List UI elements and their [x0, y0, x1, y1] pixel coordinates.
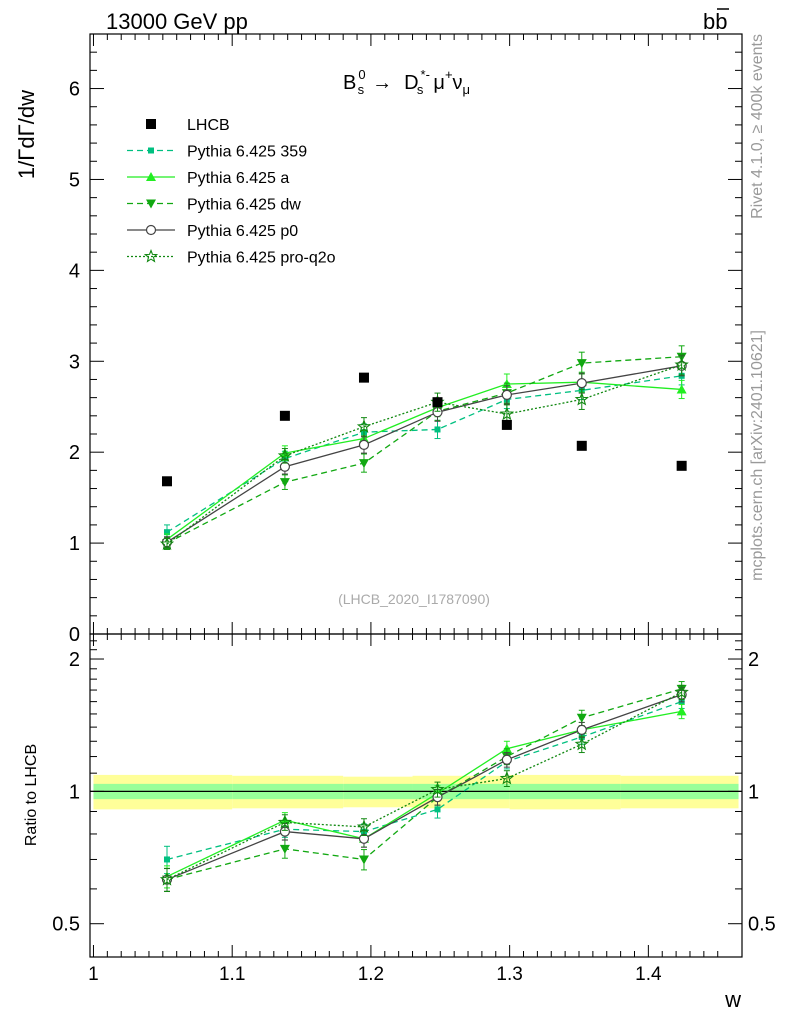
- series-2-main-point: [576, 359, 587, 369]
- series-2-ratio-point: [279, 844, 290, 854]
- series-4-main-point: [356, 419, 372, 433]
- series-4-ratio-point: [430, 781, 445, 796]
- legend-marker: [146, 119, 156, 129]
- plot-layer: 1 1.1 1.2 1.3 1.4 0 1 2 3 4 5 6 0.5 0.5 1 1 2 2: [52, 33, 776, 985]
- x-tick-label: 1.2: [358, 964, 384, 985]
- series-2-ratio-point: [576, 713, 587, 723]
- legend-label: Pythia 6.425 pro-q2o: [187, 250, 336, 267]
- x-tick-label: 1.3: [496, 964, 522, 985]
- series-4-main-point: [277, 448, 293, 462]
- data-point-lhcb: [358, 372, 369, 383]
- chart-title: B 0 s → D *-s μ+νμ: [343, 67, 470, 97]
- series-1-main-point: [676, 384, 687, 394]
- series-4-main-line: [166, 364, 682, 545]
- series-0-ratio-point: [434, 806, 441, 813]
- series-3-main-point: [576, 377, 587, 389]
- series-2-main-line: [166, 356, 682, 544]
- header-left-label: 13000 GeV pp: [106, 9, 248, 34]
- series-4-ratio-point: [277, 814, 293, 829]
- legend-label: Pythia 6.425 359: [187, 144, 307, 161]
- data-point-lhcb: [676, 460, 687, 471]
- main-y-tick-label: 6: [69, 79, 80, 101]
- ratio-y-tick-label: 2: [69, 649, 80, 671]
- data-point-lhcb: [576, 440, 587, 451]
- main-y-tick-label: 1: [69, 533, 80, 555]
- series-4-main-point: [574, 392, 589, 406]
- series-0-ratio-point: [163, 856, 170, 863]
- series-3-main-point: [501, 389, 512, 401]
- series-4-ratio-point: [499, 770, 515, 785]
- legend-label: Pythia 6.425 a: [187, 170, 289, 187]
- series-4-ratio-point: [574, 736, 589, 751]
- series-3-ratio-point: [576, 724, 587, 735]
- series-4-ratio-point: [159, 872, 175, 886]
- main-y-tick-label: 3: [69, 351, 80, 373]
- ratio-y-axis-label: Ratio to LHCB: [23, 744, 40, 846]
- series-3-main-point: [358, 439, 370, 451]
- legend-marker: [143, 248, 159, 263]
- series-4-main-point: [159, 536, 175, 551]
- series-1-ratio-point: [676, 706, 687, 716]
- rivet-version-label: Rivet 4.1.0, ≥ 400k events: [749, 34, 766, 219]
- series-2-main-point: [279, 478, 290, 488]
- series-0-main-point: [434, 426, 441, 433]
- ratio-y-tick-label-right: 2: [748, 649, 759, 671]
- header-right-b: b: [703, 9, 715, 34]
- ratio-frame: [89, 633, 743, 958]
- series-4-ratio-point: [356, 819, 372, 834]
- main-y-axis-label: 1/ΓdΓ/dw: [14, 90, 39, 179]
- series-3-main-line: [166, 365, 682, 543]
- data-point-lhcb: [432, 397, 443, 408]
- legend-marker: [146, 199, 156, 209]
- legend-marker: [146, 172, 156, 181]
- main-y-tick-label: 4: [69, 260, 80, 282]
- x-tick-label: 1.4: [635, 964, 662, 985]
- ratio-y-tick-label: 1: [69, 781, 80, 803]
- legend-marker: [145, 224, 157, 236]
- main-y-tick-label: 2: [69, 442, 80, 464]
- header-right-bbar: b: [715, 9, 727, 34]
- x-tick-label: 1.1: [219, 964, 245, 985]
- legend-label: Pythia 6.425 p0: [187, 223, 298, 240]
- main-y-tick-label: 0: [69, 624, 80, 646]
- ratio-y-tick-label: 0.5: [52, 914, 80, 936]
- series-4-main-point: [674, 357, 689, 372]
- series-0-main-line: [166, 375, 682, 533]
- series-3-ratio-point: [501, 754, 512, 765]
- analysis-label: (LHCB_2020_I1787090): [338, 591, 490, 607]
- legend-label: LHCB: [187, 117, 230, 134]
- x-axis-label: w: [724, 987, 741, 1012]
- data-point-lhcb: [279, 410, 290, 421]
- x-tick-label: 1: [88, 964, 99, 985]
- mcplots-credit-label: mcplots.cern.ch [arXiv:2401.10621]: [749, 330, 766, 581]
- legend: LHCB Pythia 6.425 359 Pythia 6.425 a Pythia…: [127, 117, 336, 267]
- series-4-ratio-point: [674, 684, 689, 699]
- legend-label: Pythia 6.425 dw: [187, 197, 301, 214]
- series-4-main-point: [499, 406, 515, 421]
- series-2-main-point: [358, 459, 369, 469]
- main-y-tick-label: 5: [69, 169, 80, 191]
- legend-marker: [148, 147, 154, 154]
- ratio-y-tick-label-right: 1: [748, 781, 759, 803]
- ratio-y-tick-label-right: 0.5: [748, 914, 776, 936]
- series-1-ratio-point: [501, 743, 512, 753]
- series-0-main-point: [163, 529, 170, 536]
- data-point-lhcb: [161, 476, 172, 487]
- header-right-label: bb: [703, 9, 728, 34]
- data-point-lhcb: [501, 419, 512, 430]
- series-2-ratio-point: [358, 855, 369, 865]
- series-1-main-line: [166, 381, 682, 540]
